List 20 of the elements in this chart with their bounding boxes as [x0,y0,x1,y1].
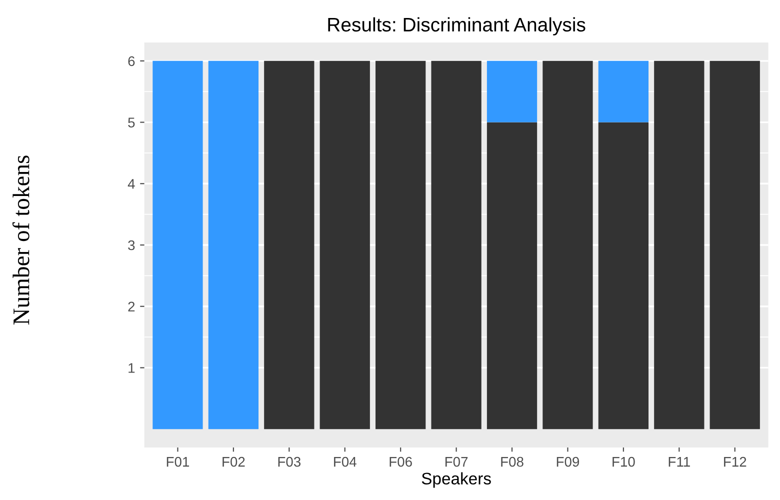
x-tick-label: F09 [556,456,580,467]
x-tick-label: F07 [445,456,468,467]
x-tick-label: F06 [390,456,412,467]
x-tick-label: F04 [334,456,356,467]
x-tick-label: F01 [166,456,190,467]
y-tick-label: 3 [128,240,135,250]
x-tick-label: F03 [278,456,301,467]
x-tick-label: F10 [612,456,635,467]
y-tick-label: 4 [128,179,135,189]
y-tick-label: 2 [128,302,135,312]
y-axis-title: Number of tokens [12,156,30,325]
y-tick-label: 6 [128,56,135,66]
y-tick-label: 1 [128,363,135,373]
x-tick-label: F02 [222,456,245,467]
chart-title: Results: Discriminant Analysis [328,17,586,36]
x-tick-label: F08 [501,456,524,467]
x-tick-label: F11 [668,457,690,467]
x-tick-label: F12 [724,456,746,467]
y-tick-label: 5 [128,118,135,128]
x-axis-title: Speakers [422,472,491,488]
